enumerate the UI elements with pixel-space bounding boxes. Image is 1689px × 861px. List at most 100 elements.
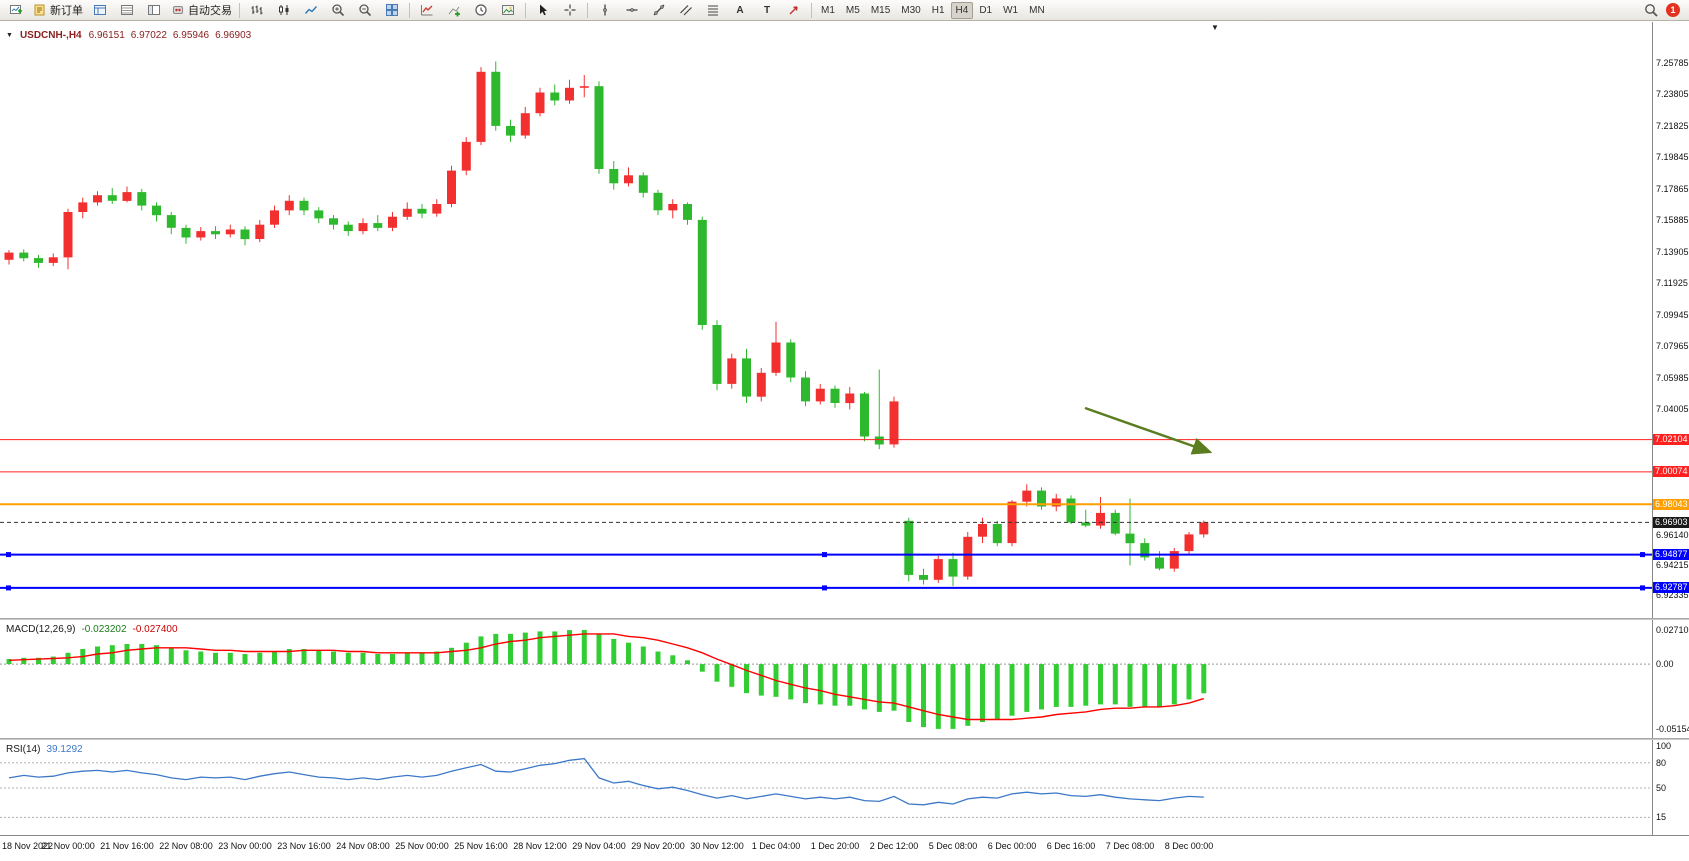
candle-body (447, 170, 456, 204)
horizontal-line-button[interactable] (619, 0, 645, 20)
macd-histogram-bar (434, 651, 440, 665)
price-badge: 7.02104 (1653, 434, 1689, 445)
time-label: 25 Nov 16:00 (454, 841, 508, 851)
time-label: 2 Dec 12:00 (869, 841, 919, 851)
price-badge: 6.98043 (1653, 499, 1689, 510)
macd-histogram-bar (463, 642, 469, 665)
price-scale[interactable]: 7.25785 7.23805 7.21825 7.19845 7.17865 7.158… (1652, 22, 1689, 835)
add-indicator-icon (448, 6, 460, 17)
time-label: 29 Nov 04:00 (572, 841, 626, 851)
zoom-in-button[interactable] (325, 0, 351, 20)
trend-arrow-annotation[interactable] (1084, 406, 1213, 455)
timeframe-button-d1[interactable]: D1 (979, 4, 993, 16)
panel-separator-rsi[interactable] (0, 738, 1689, 740)
macd-histogram-bar (1127, 664, 1133, 707)
macd-histogram-bar (596, 633, 602, 665)
timeframe-button-mn[interactable]: MN (1029, 4, 1045, 16)
auto-trading-icon (173, 6, 183, 14)
rsi-panel[interactable] (0, 740, 1652, 835)
arrow-tool-button[interactable] (781, 0, 807, 20)
price-tick: 7.23805 (1656, 89, 1689, 99)
candle-body (609, 169, 619, 184)
candle-body (1199, 522, 1209, 535)
panel-separator-macd[interactable] (0, 618, 1689, 620)
symbol-dropdown-icon[interactable]: ▼ (6, 32, 13, 39)
price-tick: 6.92335 (1656, 590, 1689, 600)
macd-panel[interactable] (0, 620, 1652, 738)
candle-body (815, 388, 825, 402)
fibonacci-button[interactable] (700, 0, 726, 20)
new-chart-button[interactable] (3, 0, 29, 20)
timeframe-button-h1[interactable]: H1 (931, 4, 945, 16)
vertical-line-button[interactable] (592, 0, 618, 20)
macd-histogram-bar (685, 660, 690, 665)
candlestick-chart-button[interactable] (271, 0, 297, 20)
timeframe-button-m15[interactable]: M15 (870, 4, 891, 16)
price-tick: 6.96140 (1656, 530, 1689, 540)
time-scale[interactable]: 18 Nov 2022 21 Nov 00:00 21 Nov 16:00 22 No… (0, 835, 1689, 861)
vertical-line-icon (603, 4, 607, 16)
macd-histogram-bar (109, 645, 115, 665)
trendline-button[interactable] (646, 0, 672, 20)
bar-chart-button[interactable] (244, 0, 270, 20)
data-window-button[interactable] (114, 0, 140, 20)
tile-windows-button[interactable] (379, 0, 405, 20)
time-label: 23 Nov 16:00 (277, 841, 331, 851)
chart-title: ▼ USDCNH-,H4 6.96151 6.97022 6.95946 6.9… (6, 30, 251, 41)
macd-histogram-bar (1186, 664, 1192, 700)
candle-body (756, 372, 766, 397)
candle-body (107, 195, 117, 201)
timeframe-button-w1[interactable]: W1 (1003, 4, 1019, 16)
rsi-level-label: 100 (1656, 741, 1672, 751)
macd-histogram-bar (788, 664, 794, 700)
line-handle[interactable] (1640, 552, 1645, 558)
macd-histogram-bar (227, 652, 233, 665)
line-handle[interactable] (822, 585, 827, 591)
macd-histogram-bar (758, 664, 764, 696)
trendline-icon (653, 4, 665, 16)
line-handle[interactable] (1640, 585, 1645, 591)
candle-body (830, 388, 840, 403)
timeframe-button-m5[interactable]: M5 (845, 4, 860, 16)
macd-histogram-bar (567, 630, 572, 665)
text-label-button[interactable]: T (754, 0, 780, 20)
line-handle[interactable] (6, 585, 11, 591)
equidistant-channel-button[interactable] (673, 0, 699, 20)
price-tick: 7.19845 (1656, 152, 1689, 162)
line-handle[interactable] (822, 552, 827, 558)
crosshair-button[interactable] (557, 0, 583, 20)
time-label: 6 Dec 00:00 (987, 841, 1037, 851)
indicators-button[interactable] (414, 0, 440, 20)
toolbar-separator (587, 2, 588, 18)
search-button[interactable] (1638, 0, 1664, 20)
line-chart-button[interactable] (298, 0, 324, 20)
candle-body (904, 520, 914, 575)
cursor-button[interactable] (530, 0, 556, 20)
navigator-button[interactable] (141, 0, 167, 20)
timeframe-button-m30[interactable]: M30 (901, 4, 921, 16)
candle-body (978, 524, 987, 537)
macd-histogram-bar (670, 655, 676, 665)
zoom-out-button[interactable] (352, 0, 378, 20)
candle-body (933, 559, 943, 580)
candle-body (402, 208, 412, 217)
cursor-icon (540, 4, 547, 16)
market-watch-button[interactable] (87, 0, 113, 20)
candle-body (4, 252, 14, 260)
candle-body (388, 216, 397, 228)
macd-axis-label: 0.00 (1656, 659, 1674, 669)
template-button[interactable] (495, 0, 521, 20)
timeframe-button-m1[interactable]: M1 (821, 4, 835, 16)
line-handle[interactable] (6, 552, 11, 558)
auto-trading-button[interactable]: 自动交易 (168, 0, 235, 20)
price-chart-panel[interactable] (0, 22, 1652, 618)
text-button[interactable]: A (727, 0, 753, 20)
notification-badge[interactable]: 1 (1666, 3, 1680, 17)
add-indicator-button[interactable] (441, 0, 467, 20)
timeframe-button-h4[interactable]: H4 (950, 1, 974, 19)
candle-body (329, 218, 338, 225)
period-clock-button[interactable] (468, 0, 494, 20)
new-order-button[interactable]: 新订单 (30, 0, 86, 20)
candle-body (697, 219, 707, 325)
macd-name: MACD(12,26,9) (6, 624, 76, 635)
